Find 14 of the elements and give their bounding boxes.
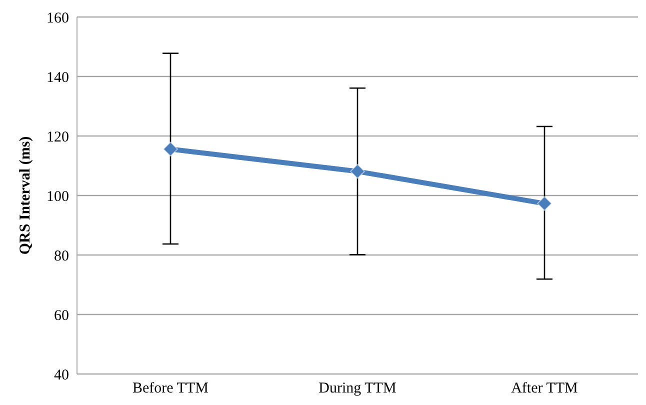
- x-tick-label: During TTM: [318, 380, 396, 397]
- y-tick-label: 40: [54, 367, 69, 384]
- y-tick-label: 80: [54, 248, 69, 264]
- y-tick-label: 140: [46, 70, 69, 86]
- y-tick-label: 160: [46, 10, 69, 26]
- y-tick-label: 120: [46, 129, 69, 146]
- point: [163, 142, 178, 157]
- x-tick-label: After TTM: [511, 380, 578, 397]
- point: [537, 196, 552, 212]
- y-axis-title: QRS Interval (ms): [17, 136, 34, 255]
- y-tick-label: 60: [54, 308, 69, 324]
- y-tick-label: 100: [46, 188, 69, 205]
- point: [350, 164, 365, 179]
- x-tick-label: Before TTM: [132, 380, 208, 397]
